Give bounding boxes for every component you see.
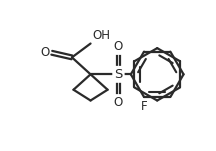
Text: O: O (114, 40, 123, 53)
Text: F: F (141, 100, 147, 113)
Text: O: O (114, 96, 123, 109)
Text: S: S (114, 68, 123, 81)
Text: OH: OH (92, 29, 110, 42)
Text: O: O (40, 46, 49, 59)
